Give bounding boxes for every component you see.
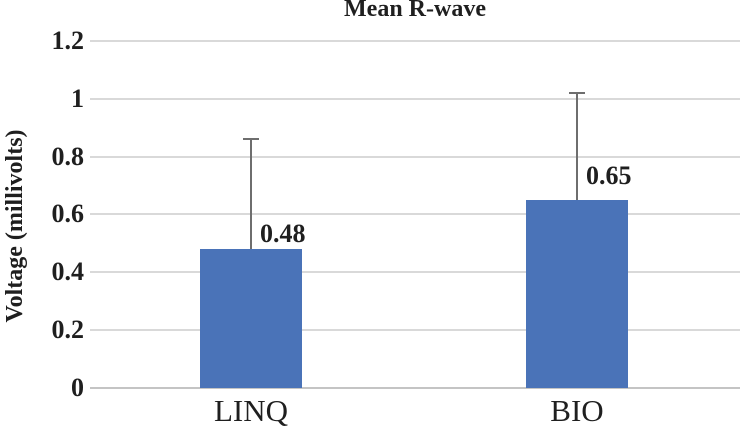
bar <box>526 200 628 388</box>
data-label: 0.48 <box>260 219 306 249</box>
gridline <box>90 39 740 42</box>
error-bar-cap <box>569 92 585 95</box>
bar <box>200 249 302 388</box>
gridline <box>90 329 740 332</box>
gridline <box>90 213 740 216</box>
gridline <box>90 271 740 274</box>
x-category-label: BIO <box>550 393 604 428</box>
error-bar-line <box>250 139 252 250</box>
error-bar-cap <box>243 138 259 141</box>
y-tick-label: 0.8 <box>51 141 85 171</box>
y-tick-label: 0 <box>71 373 84 402</box>
error-bar-line <box>576 93 578 201</box>
y-tick-label: 0.4 <box>51 257 85 287</box>
x-category-label: LINQ <box>213 393 289 428</box>
y-tick-label: 0.2 <box>51 315 85 345</box>
gridline <box>90 155 740 158</box>
data-label: 0.65 <box>586 161 632 191</box>
y-tick-label: 1.2 <box>51 25 85 55</box>
x-axis-line <box>90 387 740 389</box>
gridline <box>90 97 740 100</box>
y-tick-label: 0.6 <box>51 199 85 229</box>
y-tick-label: 1 <box>71 83 84 113</box>
chart-title: Mean R-wave <box>344 0 486 22</box>
